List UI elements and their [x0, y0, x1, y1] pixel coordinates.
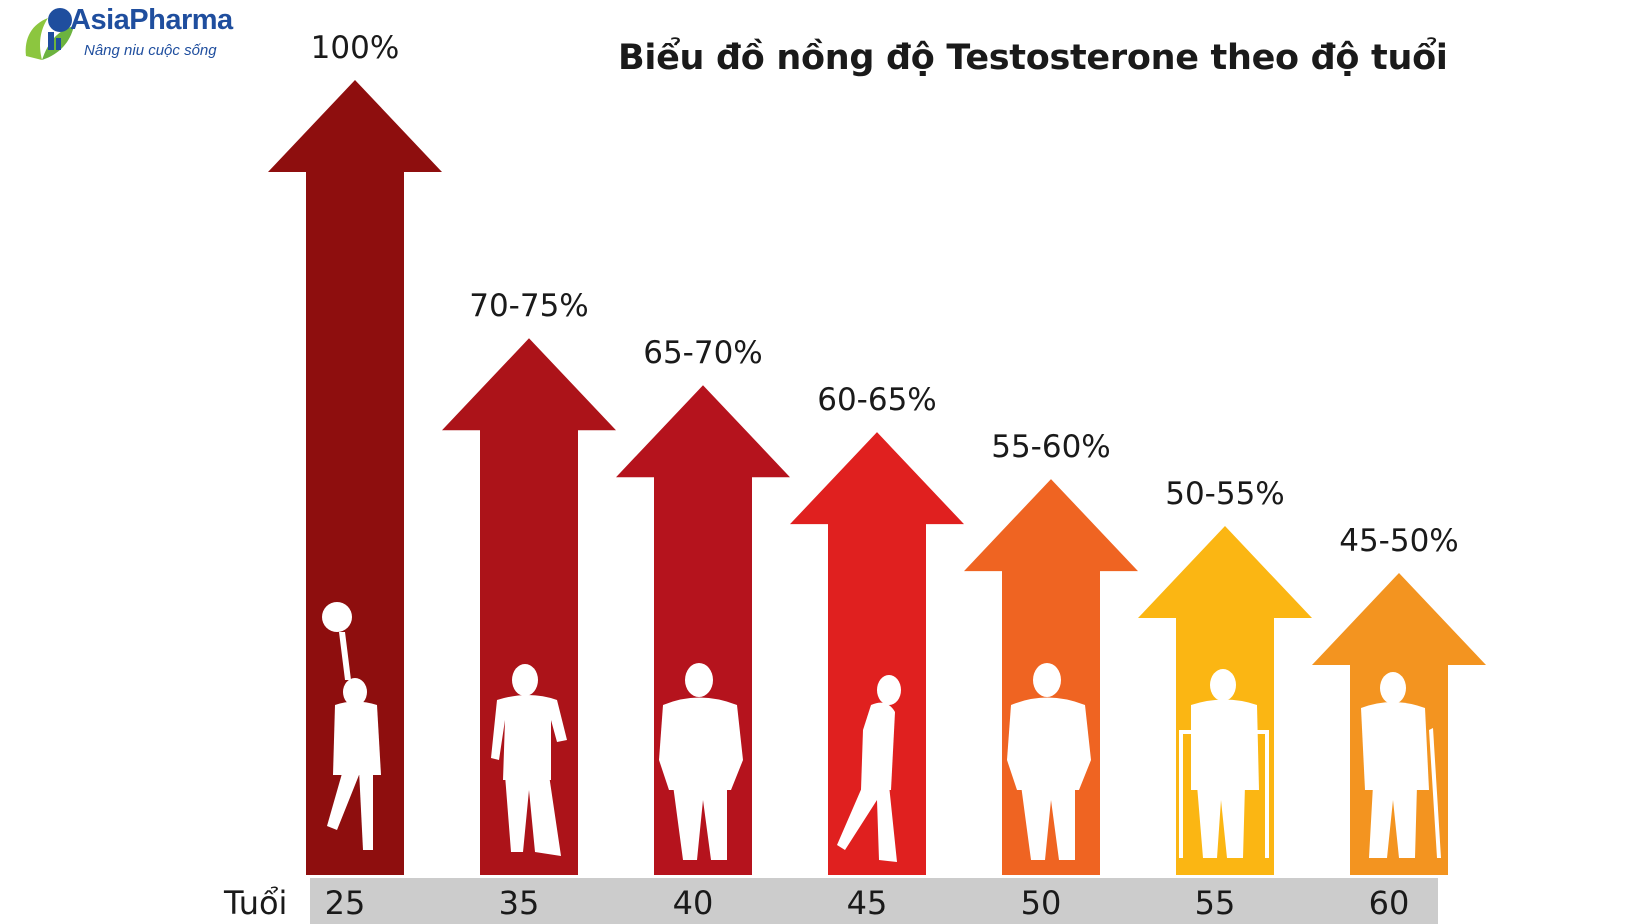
data-label: 70-75% [469, 288, 589, 324]
x-tick-label: 40 [673, 884, 714, 922]
x-tick-label: 50 [1021, 884, 1062, 922]
data-label: 65-70% [643, 335, 763, 371]
x-tick-label: 45 [847, 884, 888, 922]
arrow-group [1312, 573, 1486, 875]
logo-name: AsiaPharma [70, 4, 233, 36]
arrow-group [268, 80, 442, 875]
arrow-group [1138, 526, 1312, 875]
logo-emblem-icon [25, 8, 74, 60]
bar-arrow [268, 80, 442, 875]
x-axis-label: Tuổi [224, 884, 288, 922]
x-tick-label: 55 [1195, 884, 1236, 922]
bar-arrow [442, 338, 616, 875]
arrow-group [964, 479, 1138, 875]
x-tick-label: 60 [1369, 884, 1410, 922]
arrow-group [442, 338, 616, 875]
chart-title: Biểu đồ nồng độ Testosterone theo độ tuổ… [618, 38, 1448, 78]
data-label: 50-55% [1165, 476, 1285, 512]
bar-arrow [790, 432, 964, 875]
arrow-group [790, 432, 964, 875]
data-label: 45-50% [1339, 523, 1459, 559]
data-label: 60-65% [817, 382, 937, 418]
x-tick-label: 35 [499, 884, 540, 922]
bar-arrow [616, 385, 790, 875]
x-axis-band [310, 878, 1438, 924]
data-label: 55-60% [991, 429, 1111, 465]
arrow-group [616, 385, 790, 875]
data-label: 100% [311, 30, 400, 66]
logo-tagline: Nâng niu cuộc sống [84, 42, 217, 59]
asiapharma-logo[interactable]: AsiaPharma Nâng niu cuộc sống [18, 4, 248, 66]
x-tick-label: 25 [325, 884, 366, 922]
